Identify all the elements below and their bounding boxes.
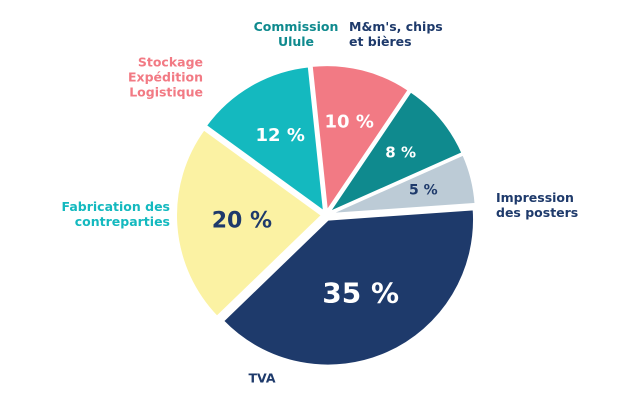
pie-slice-3 bbox=[204, 65, 326, 214]
category-label-6: M&m's, chips et bières bbox=[349, 19, 443, 49]
category-label-line: Expédition bbox=[128, 70, 203, 85]
slice-value-label-3: 12 % bbox=[256, 125, 305, 146]
category-label-5: Commission Ulule bbox=[254, 19, 339, 49]
category-label-line: contreparties bbox=[75, 214, 170, 229]
category-label-line: Impression bbox=[496, 190, 574, 205]
slice-value-label-1: 35 % bbox=[322, 276, 399, 309]
category-label-line: Logistique bbox=[129, 85, 203, 100]
category-label-line: Fabrication des bbox=[62, 199, 170, 214]
pie-slice-1 bbox=[221, 208, 476, 367]
category-label-line: Stockage bbox=[138, 55, 203, 70]
category-label-line: M&m's, chips bbox=[349, 19, 443, 34]
pie-slice-6 bbox=[329, 153, 477, 216]
category-label-3: Fabrication des contreparties bbox=[62, 199, 170, 229]
category-label-4: Stockage Expédition Logistique bbox=[128, 55, 203, 100]
slice-value-label-4: 10 % bbox=[325, 111, 374, 132]
category-label-line: des posters bbox=[496, 205, 578, 220]
category-label-2: TVA bbox=[248, 371, 275, 386]
category-label-1: Impression des posters bbox=[496, 190, 578, 220]
pie-slice-4 bbox=[310, 64, 410, 214]
category-label-line: Commission bbox=[254, 19, 339, 34]
pie-slice-5 bbox=[326, 90, 464, 215]
pie-slice-2 bbox=[175, 128, 324, 319]
category-label-line: et bières bbox=[349, 34, 412, 49]
category-label-line: TVA bbox=[248, 371, 275, 386]
slice-value-label-2: 20 % bbox=[212, 208, 272, 233]
slice-value-label-5: 8 % bbox=[385, 143, 416, 161]
category-label-line: Ulule bbox=[278, 34, 314, 49]
slice-value-label-6: 5 % bbox=[409, 183, 438, 199]
